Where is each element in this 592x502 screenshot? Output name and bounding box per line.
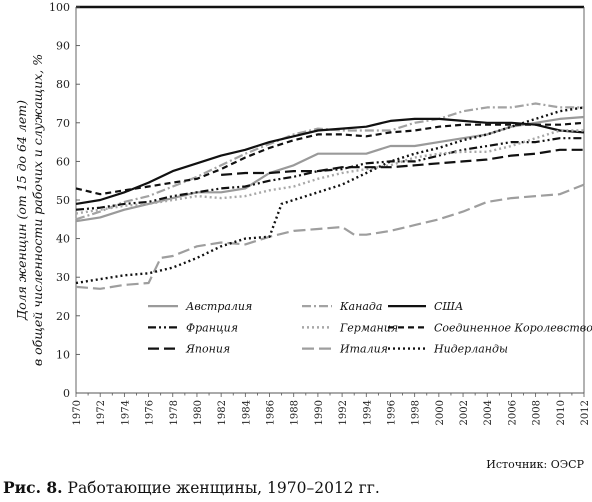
series-lines: [75, 102, 585, 290]
x-axis-ticks: 1970 1972 1974 1976 1978 1980 1982 1984 1986 1988…: [72, 393, 591, 425]
x-tick-label: 1982: [217, 400, 228, 425]
x-tick-label: 1972: [96, 400, 107, 425]
line-chart: 1970 1972 1974 1976 1978 1980 1982 1984 1986 1988…: [14, 1, 592, 425]
figure-title: Работающие женщины, 1970–2012 гг.: [67, 479, 380, 497]
y-axis-ticks: 0 10 20 30 40 50 60 70 80 90 100: [49, 1, 80, 400]
x-tick-label: 2006: [507, 400, 518, 425]
y-tick-label: 60: [56, 155, 70, 168]
x-tick-label: 1994: [362, 400, 373, 425]
legend-label: Нидерланды: [433, 343, 508, 356]
x-tick-label: 1992: [338, 400, 349, 425]
series-line: [75, 129, 584, 215]
legend-label: Франция: [186, 321, 238, 334]
x-tick-label: 2010: [556, 400, 567, 425]
y-tick-label: 50: [56, 194, 70, 207]
legend-label: Канада: [339, 300, 382, 313]
legend-label: Япония: [185, 343, 230, 356]
x-tick-label: 2012: [580, 400, 591, 425]
figure-caption: Рис. 8. Работающие женщины, 1970–2012 гг…: [3, 478, 380, 497]
series-line: [75, 117, 585, 205]
y-axis-label-line2: в общей численности рабочих и служащих, …: [30, 54, 45, 366]
x-tick-label: 2002: [459, 400, 470, 425]
x-tick-label: 1980: [193, 400, 204, 425]
y-tick-label: 30: [56, 271, 70, 284]
series-line: [221, 148, 584, 176]
y-tick-label: 0: [63, 387, 70, 400]
x-tick-label: 1978: [169, 400, 180, 425]
legend-label: Австралия: [185, 300, 252, 313]
y-axis-label-line1: Доля женщин (от 15 до 64 лет): [14, 100, 29, 321]
x-tick-label: 2000: [435, 400, 446, 425]
y-tick-label: 20: [56, 310, 70, 323]
x-tick-label: 1986: [266, 400, 277, 425]
source-note: Источник: ОЭСР: [486, 458, 584, 471]
y-tick-label: 10: [56, 348, 70, 361]
series-line: [75, 121, 585, 196]
x-tick-label: 1998: [411, 400, 422, 425]
y-tick-label: 90: [56, 40, 70, 53]
legend: Австралия Канада США Франция Германия Соедине…: [148, 300, 592, 356]
y-tick-label: 40: [56, 233, 70, 246]
x-tick-label: 2008: [532, 400, 543, 425]
legend-label: Соединенное Королевство: [434, 321, 592, 334]
series-line: [75, 106, 585, 285]
x-tick-label: 1974: [120, 400, 131, 425]
x-tick-label: 2004: [483, 400, 494, 425]
y-tick-label: 70: [56, 117, 70, 130]
x-tick-label: 1970: [72, 400, 83, 425]
y-tick-label: 100: [49, 1, 70, 14]
legend-label: Германия: [339, 321, 398, 334]
series-line: [75, 183, 585, 290]
x-tick-label: 1988: [290, 400, 301, 425]
x-tick-label: 1976: [145, 400, 156, 425]
legend-label: Италия: [339, 343, 388, 356]
series-line: [75, 137, 584, 211]
x-tick-label: 1990: [314, 400, 325, 425]
series-line: [75, 102, 584, 221]
legend-label: США: [434, 300, 463, 313]
x-tick-label: 1996: [386, 400, 397, 425]
x-tick-label: 1984: [241, 400, 252, 425]
figure-number: Рис. 8.: [3, 478, 63, 497]
plot-frame: [75, 5, 585, 394]
y-tick-label: 80: [56, 78, 70, 91]
